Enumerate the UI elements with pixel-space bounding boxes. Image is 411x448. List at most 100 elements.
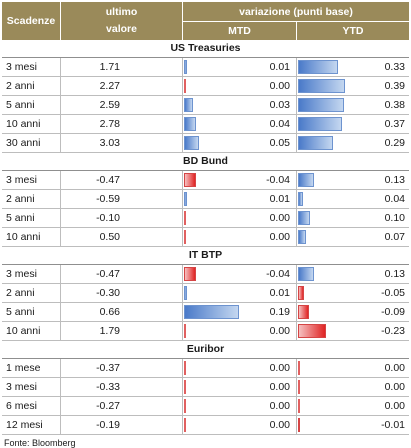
last-value: 1.79 <box>99 325 120 337</box>
table-row: 5 anni 0.66 0.19 -0.09 <box>2 303 409 322</box>
mtd-value: 0.00 <box>269 362 290 374</box>
row-divider <box>60 77 61 96</box>
ytd-value: -0.01 <box>381 419 405 431</box>
mtd-value: 0.19 <box>269 306 290 318</box>
table-row: 3 mesi -0.47 -0.04 0.13 <box>2 265 409 284</box>
mtd-value: 0.01 <box>269 61 290 73</box>
row-divider <box>182 265 183 284</box>
table-header: Scadenze ultimo valore variazione (punti… <box>2 2 409 40</box>
ytd-bar <box>298 267 314 281</box>
mtd-bar <box>184 98 193 112</box>
ytd-bar <box>298 324 326 338</box>
ytd-bar <box>298 305 309 319</box>
mtd-bar <box>184 324 186 338</box>
ytd-value: -0.23 <box>381 325 405 337</box>
last-value: -0.47 <box>96 268 120 280</box>
row-divider <box>60 265 61 284</box>
mtd-value: 0.00 <box>269 419 290 431</box>
table-row: 12 mesi -0.19 0.00 -0.01 <box>2 416 409 435</box>
maturity-label: 5 anni <box>6 212 35 224</box>
row-divider <box>182 209 183 228</box>
last-value: -0.59 <box>96 193 120 205</box>
row-divider <box>182 416 183 435</box>
last-value: 2.59 <box>99 99 120 111</box>
mtd-value: 0.04 <box>269 118 290 130</box>
header-ytd: YTD <box>342 25 364 37</box>
mtd-value: -0.04 <box>266 268 290 280</box>
ytd-value: 0.33 <box>384 61 405 73</box>
mtd-value: 0.00 <box>269 212 290 224</box>
row-divider <box>182 322 183 341</box>
row-divider <box>182 115 183 134</box>
row-divider <box>296 190 297 209</box>
table-row: 2 anni 2.27 0.00 0.39 <box>2 77 409 96</box>
row-divider <box>60 115 61 134</box>
row-divider <box>60 171 61 190</box>
mtd-bar <box>184 418 186 432</box>
maturity-label: 2 anni <box>6 80 35 92</box>
row-divider <box>182 171 183 190</box>
mtd-value: 0.00 <box>269 231 290 243</box>
mtd-bar <box>184 267 196 281</box>
maturity-label: 10 anni <box>6 231 41 243</box>
maturity-label: 30 anni <box>6 137 41 149</box>
row-divider <box>296 228 297 247</box>
table-row: 10 anni 0.50 0.00 0.07 <box>2 228 409 247</box>
mtd-bar <box>184 399 186 413</box>
maturity-label: 10 anni <box>6 325 41 337</box>
row-divider <box>296 115 297 134</box>
row-divider <box>60 284 61 303</box>
row-divider <box>296 209 297 228</box>
ytd-bar <box>298 361 300 375</box>
maturity-label: 2 anni <box>6 287 35 299</box>
row-divider <box>296 397 297 416</box>
header-valore: valore <box>106 23 137 35</box>
mtd-bar <box>184 211 186 225</box>
ytd-bar <box>298 399 300 413</box>
ytd-bar <box>298 173 314 187</box>
ytd-value: 0.37 <box>384 118 405 130</box>
mtd-bar <box>184 79 186 93</box>
maturity-label: 3 mesi <box>6 268 37 280</box>
maturity-label: 12 mesi <box>6 419 43 431</box>
table-row: 2 anni -0.30 0.01 -0.05 <box>2 284 409 303</box>
row-divider <box>182 303 183 322</box>
table-row: 6 mesi -0.27 0.00 0.00 <box>2 397 409 416</box>
last-value: -0.30 <box>96 287 120 299</box>
row-divider <box>60 190 61 209</box>
row-divider <box>60 322 61 341</box>
row-divider <box>182 134 183 153</box>
header-ultimo: ultimo <box>105 6 138 18</box>
last-value: -0.27 <box>96 400 120 412</box>
ytd-bar <box>298 380 300 394</box>
row-divider <box>60 303 61 322</box>
ytd-value: -0.05 <box>381 287 405 299</box>
table-row: 2 anni -0.59 0.01 0.04 <box>2 190 409 209</box>
row-divider <box>182 284 183 303</box>
maturity-label: 5 anni <box>6 99 35 111</box>
header-mtd: MTD <box>228 25 251 37</box>
table-body: US Treasuries 3 mesi 1.71 0.01 0.33 2 anni 2.2… <box>2 40 409 435</box>
table-row: 10 anni 1.79 0.00 -0.23 <box>2 322 409 341</box>
last-value: 2.27 <box>99 80 120 92</box>
mtd-value: 0.01 <box>269 287 290 299</box>
row-divider <box>296 58 297 77</box>
last-value: -0.10 <box>96 212 120 224</box>
ytd-value: -0.09 <box>381 306 405 318</box>
mtd-bar <box>184 192 187 206</box>
ytd-value: 0.38 <box>384 99 405 111</box>
ytd-value: 0.07 <box>384 231 405 243</box>
row-divider <box>60 134 61 153</box>
maturity-label: 5 anni <box>6 306 35 318</box>
maturity-label: 3 mesi <box>6 61 37 73</box>
ytd-value: 0.10 <box>384 212 405 224</box>
row-divider <box>296 322 297 341</box>
ytd-bar <box>298 79 345 93</box>
row-divider <box>182 378 183 397</box>
row-divider <box>296 171 297 190</box>
table-row: 3 mesi -0.33 0.00 0.00 <box>2 378 409 397</box>
row-divider <box>296 416 297 435</box>
header-divider <box>182 2 183 40</box>
mtd-value: 0.00 <box>269 381 290 393</box>
